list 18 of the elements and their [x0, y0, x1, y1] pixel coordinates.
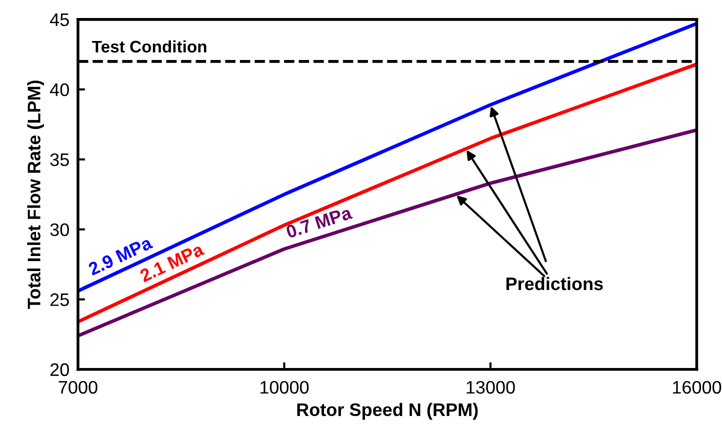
line-series	[78, 128, 697, 338]
y-tick-label: 40	[50, 83, 69, 96]
y-tick-label: 20	[50, 363, 69, 376]
y-tick-label: 25	[50, 293, 69, 306]
annotation: Predictions	[506, 276, 603, 290]
ref-line-label: Test Condition	[92, 40, 206, 53]
line-series	[78, 62, 697, 324]
x-tick-label: 10000	[260, 380, 309, 394]
y-tick-label: 45	[50, 14, 69, 26]
y-tick-label: 35	[50, 153, 69, 166]
x-axis-title: Rotor Speed N (RPM)	[297, 402, 478, 420]
x-tick-label: 7000	[58, 380, 98, 394]
x-tick-label: 13000	[466, 380, 515, 394]
x-tick-label: 16000	[673, 380, 722, 394]
y-tick-label: 30	[50, 223, 69, 236]
line-series	[78, 22, 697, 293]
text: 0.7 MPa	[285, 206, 353, 238]
y-axis-title: Total Inlet Flow Rate (LPM)	[27, 80, 44, 309]
